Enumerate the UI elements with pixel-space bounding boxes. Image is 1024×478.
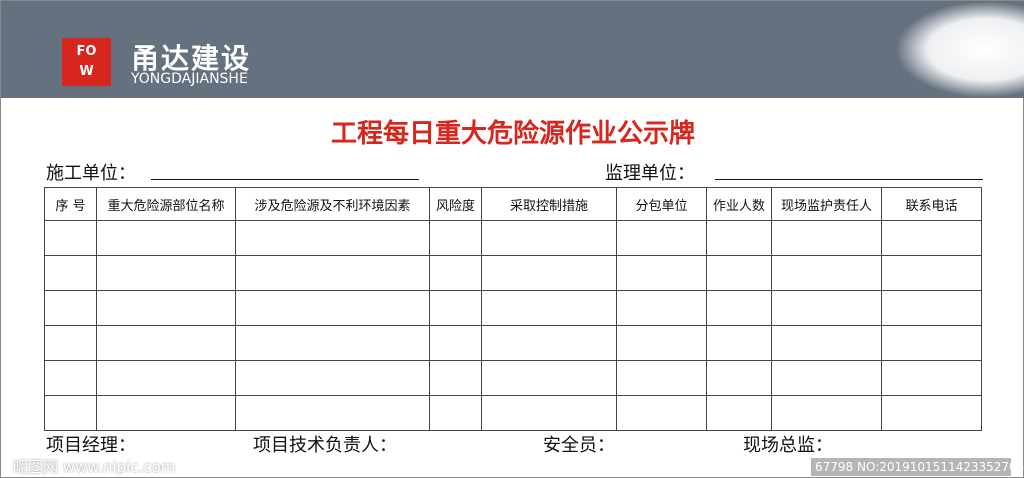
column-header: 涉及危险源及不利环境因素 xyxy=(235,187,430,221)
table-cell[interactable] xyxy=(44,220,97,256)
column-header: 分包单位 xyxy=(616,187,707,221)
table-cell[interactable] xyxy=(235,290,430,326)
company-name-cn: 甬达建设 xyxy=(131,42,252,75)
table-cell[interactable] xyxy=(96,325,236,361)
header-banner: FO W 甬达建设 YONGDAJIANSHE xyxy=(1,1,1024,98)
table-row xyxy=(44,290,982,326)
table-cell[interactable] xyxy=(44,360,97,396)
construction-unit-label: 施工单位： xyxy=(46,163,136,184)
table-cell[interactable] xyxy=(616,325,707,361)
footer-safety-officer: 安全员： xyxy=(543,435,615,456)
table-row xyxy=(44,395,982,431)
table-cell[interactable] xyxy=(429,395,482,431)
table-cell[interactable] xyxy=(881,220,982,256)
table-cell[interactable] xyxy=(429,255,482,291)
table-cell[interactable] xyxy=(771,290,882,326)
column-header: 采取控制措施 xyxy=(481,187,617,221)
table-cell[interactable] xyxy=(235,395,430,431)
footer-site-supervisor: 现场总监： xyxy=(743,435,833,456)
watermark-left: 昵图网 www.nipic.com xyxy=(13,458,176,476)
table-cell[interactable] xyxy=(771,360,882,396)
table-cell[interactable] xyxy=(429,220,482,256)
hazard-table: 序 号重大危险源部位名称 涉及危险源及不利环境因素 风险度 采取控制措施 分包单位 作业人… xyxy=(44,187,982,431)
column-header: 联系电话 xyxy=(881,187,982,221)
table-cell[interactable] xyxy=(616,290,707,326)
table-row xyxy=(44,325,982,361)
table-cell[interactable] xyxy=(706,395,772,431)
column-header: 风险度 xyxy=(429,187,482,221)
table-cell[interactable] xyxy=(706,290,772,326)
table-cell[interactable] xyxy=(96,290,236,326)
column-header: 现场监护责任人 xyxy=(771,187,882,221)
table-cell[interactable] xyxy=(771,325,882,361)
watermark-right: 67798 NO:20191015114233527036 xyxy=(811,458,1024,476)
table-cell[interactable] xyxy=(616,395,707,431)
table-cell[interactable] xyxy=(771,255,882,291)
table-row xyxy=(44,255,982,291)
table-cell[interactable] xyxy=(96,255,236,291)
table-cell[interactable] xyxy=(96,220,236,256)
construction-unit-line xyxy=(151,179,419,180)
supervision-unit-line xyxy=(715,179,983,180)
table-cell[interactable] xyxy=(44,395,97,431)
brush-decoration xyxy=(895,1,1024,98)
table-cell[interactable] xyxy=(481,255,617,291)
table-cell[interactable] xyxy=(44,325,97,361)
footer-tech-lead: 项目技术负责人： xyxy=(253,435,397,456)
table-cell[interactable] xyxy=(616,220,707,256)
table-cell[interactable] xyxy=(706,255,772,291)
column-header: 序 号 xyxy=(44,187,97,221)
table-cell[interactable] xyxy=(706,325,772,361)
table-cell[interactable] xyxy=(235,325,430,361)
table-cell[interactable] xyxy=(429,325,482,361)
table-cell[interactable] xyxy=(881,360,982,396)
table-cell[interactable] xyxy=(235,360,430,396)
company-name-en: YONGDAJIANSHE xyxy=(131,71,248,87)
table-cell[interactable] xyxy=(881,290,982,326)
table-cell[interactable] xyxy=(481,360,617,396)
table-cell[interactable] xyxy=(235,220,430,256)
table-cell[interactable] xyxy=(481,220,617,256)
table-row xyxy=(44,360,982,396)
table-cell[interactable] xyxy=(881,325,982,361)
page-title: 工程每日重大危险源作业公示牌 xyxy=(330,119,695,149)
table-row xyxy=(44,220,982,256)
column-header: 重大危险源部位名称 xyxy=(96,187,236,221)
table-cell[interactable] xyxy=(706,220,772,256)
table-cell[interactable] xyxy=(616,255,707,291)
table-cell[interactable] xyxy=(881,395,982,431)
table-cell[interactable] xyxy=(481,395,617,431)
table-cell[interactable] xyxy=(96,395,236,431)
table-cell[interactable] xyxy=(881,255,982,291)
table-cell[interactable] xyxy=(96,360,236,396)
company-logo: FO W xyxy=(62,38,111,86)
table-cell[interactable] xyxy=(429,290,482,326)
supervision-unit-label: 监理单位： xyxy=(605,163,695,184)
table-cell[interactable] xyxy=(771,395,882,431)
table-cell[interactable] xyxy=(235,255,430,291)
table-cell[interactable] xyxy=(616,360,707,396)
table-cell[interactable] xyxy=(44,290,97,326)
table-cell[interactable] xyxy=(481,290,617,326)
table-cell[interactable] xyxy=(44,255,97,291)
table-cell[interactable] xyxy=(771,220,882,256)
table-cell[interactable] xyxy=(429,360,482,396)
table-cell[interactable] xyxy=(706,360,772,396)
footer-project-manager: 项目经理： xyxy=(46,435,136,456)
table-cell[interactable] xyxy=(481,325,617,361)
column-header: 作业人数 xyxy=(706,187,772,221)
